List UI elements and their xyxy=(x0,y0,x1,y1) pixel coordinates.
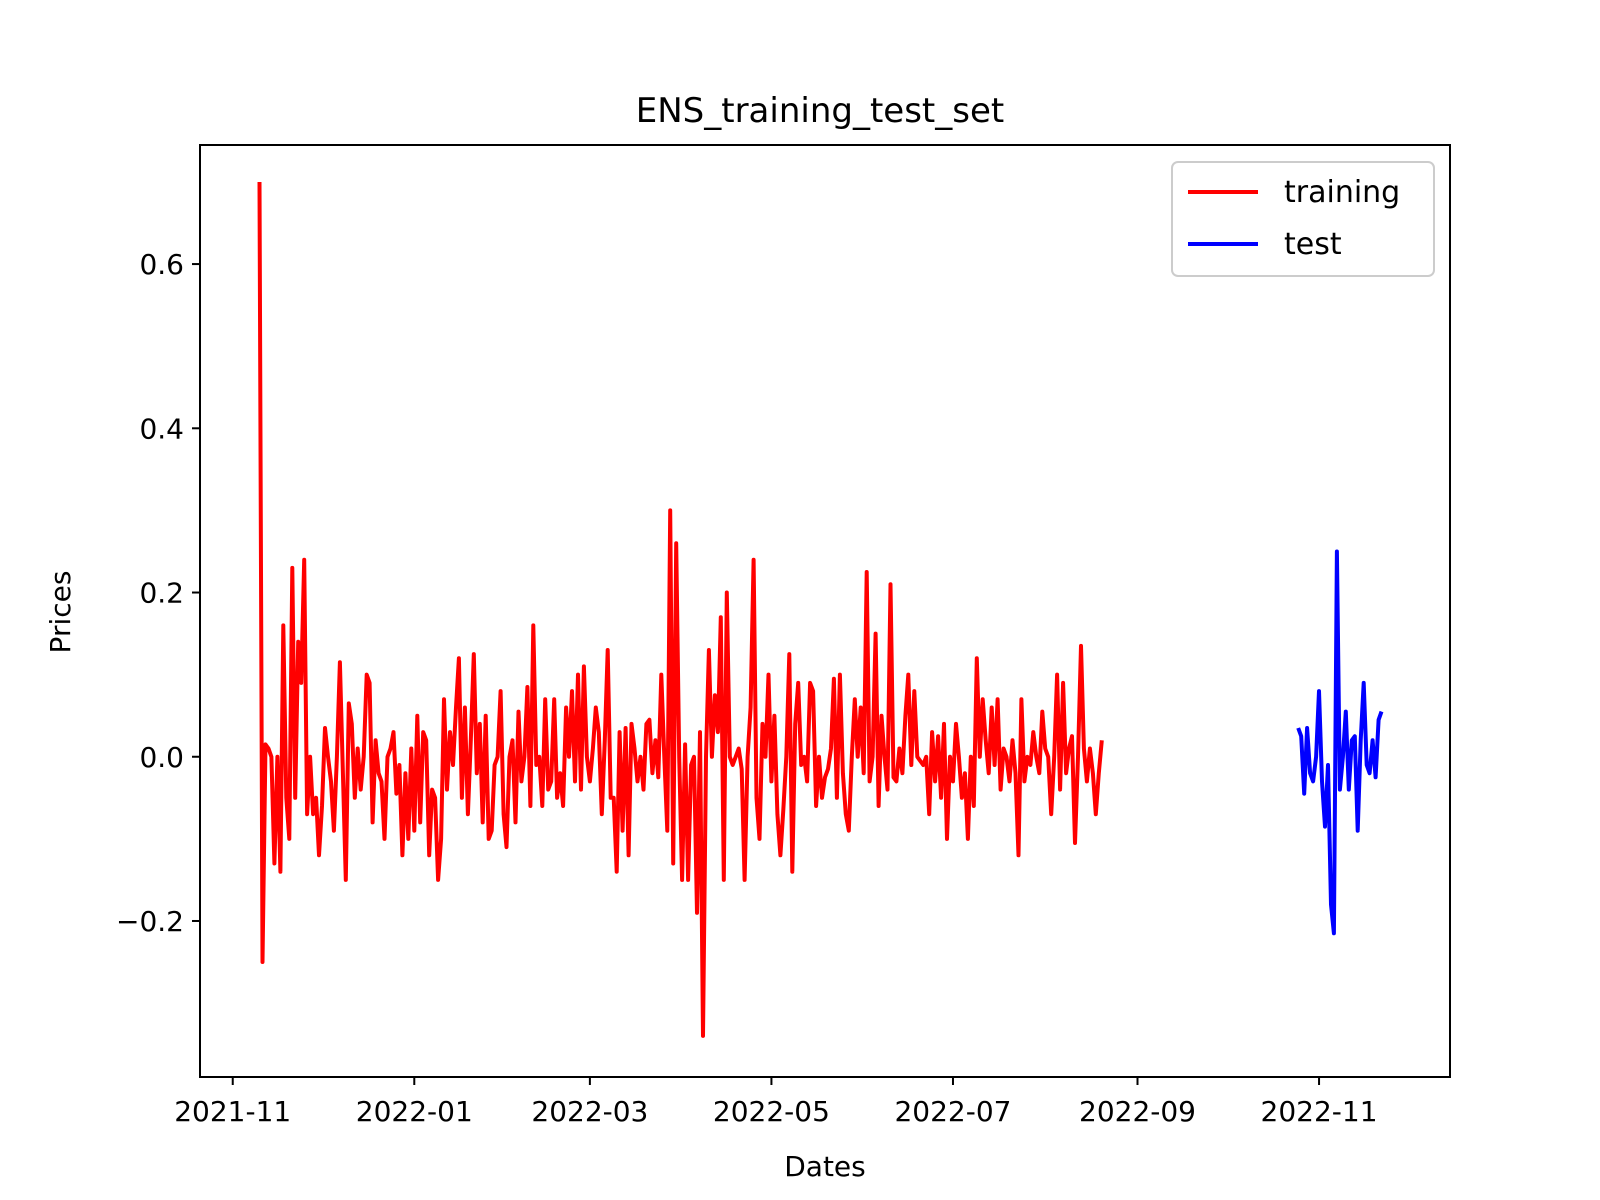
y-tick-label: −0.2 xyxy=(116,905,184,938)
plot-area xyxy=(257,181,1384,1038)
chart-title: ENS_training_test_set xyxy=(636,91,1004,131)
y-tick-label: 0.2 xyxy=(139,577,184,610)
series-line-test xyxy=(1296,549,1384,936)
y-axis: −0.2 0.0 0.2 0.4 0.6 xyxy=(116,248,200,938)
legend-label-test: test xyxy=(1284,227,1342,262)
y-tick-label: 0.4 xyxy=(139,412,184,445)
axes-frame xyxy=(199,144,1451,1078)
x-tick-label: 2022-03 xyxy=(531,1095,648,1128)
y-axis-label: Prices xyxy=(44,571,77,654)
x-axis-label: Dates xyxy=(784,1150,866,1183)
x-tick-label: 2021-11 xyxy=(174,1095,291,1128)
x-tick-label: 2022-09 xyxy=(1079,1095,1196,1128)
y-tick-label: 0.6 xyxy=(139,248,184,281)
x-tick-label: 2022-01 xyxy=(356,1095,473,1128)
series-line-training xyxy=(257,181,1104,1038)
legend: training test xyxy=(1171,161,1435,277)
legend-label-training: training xyxy=(1284,175,1400,210)
x-axis: 2021-11 2022-01 2022-03 2022-05 2022-07 2022-… xyxy=(174,1077,1378,1128)
x-tick-label: 2022-11 xyxy=(1261,1095,1378,1128)
x-tick-label: 2022-05 xyxy=(713,1095,830,1128)
x-tick-label: 2022-07 xyxy=(894,1095,1011,1128)
y-tick-label: 0.0 xyxy=(139,741,184,774)
